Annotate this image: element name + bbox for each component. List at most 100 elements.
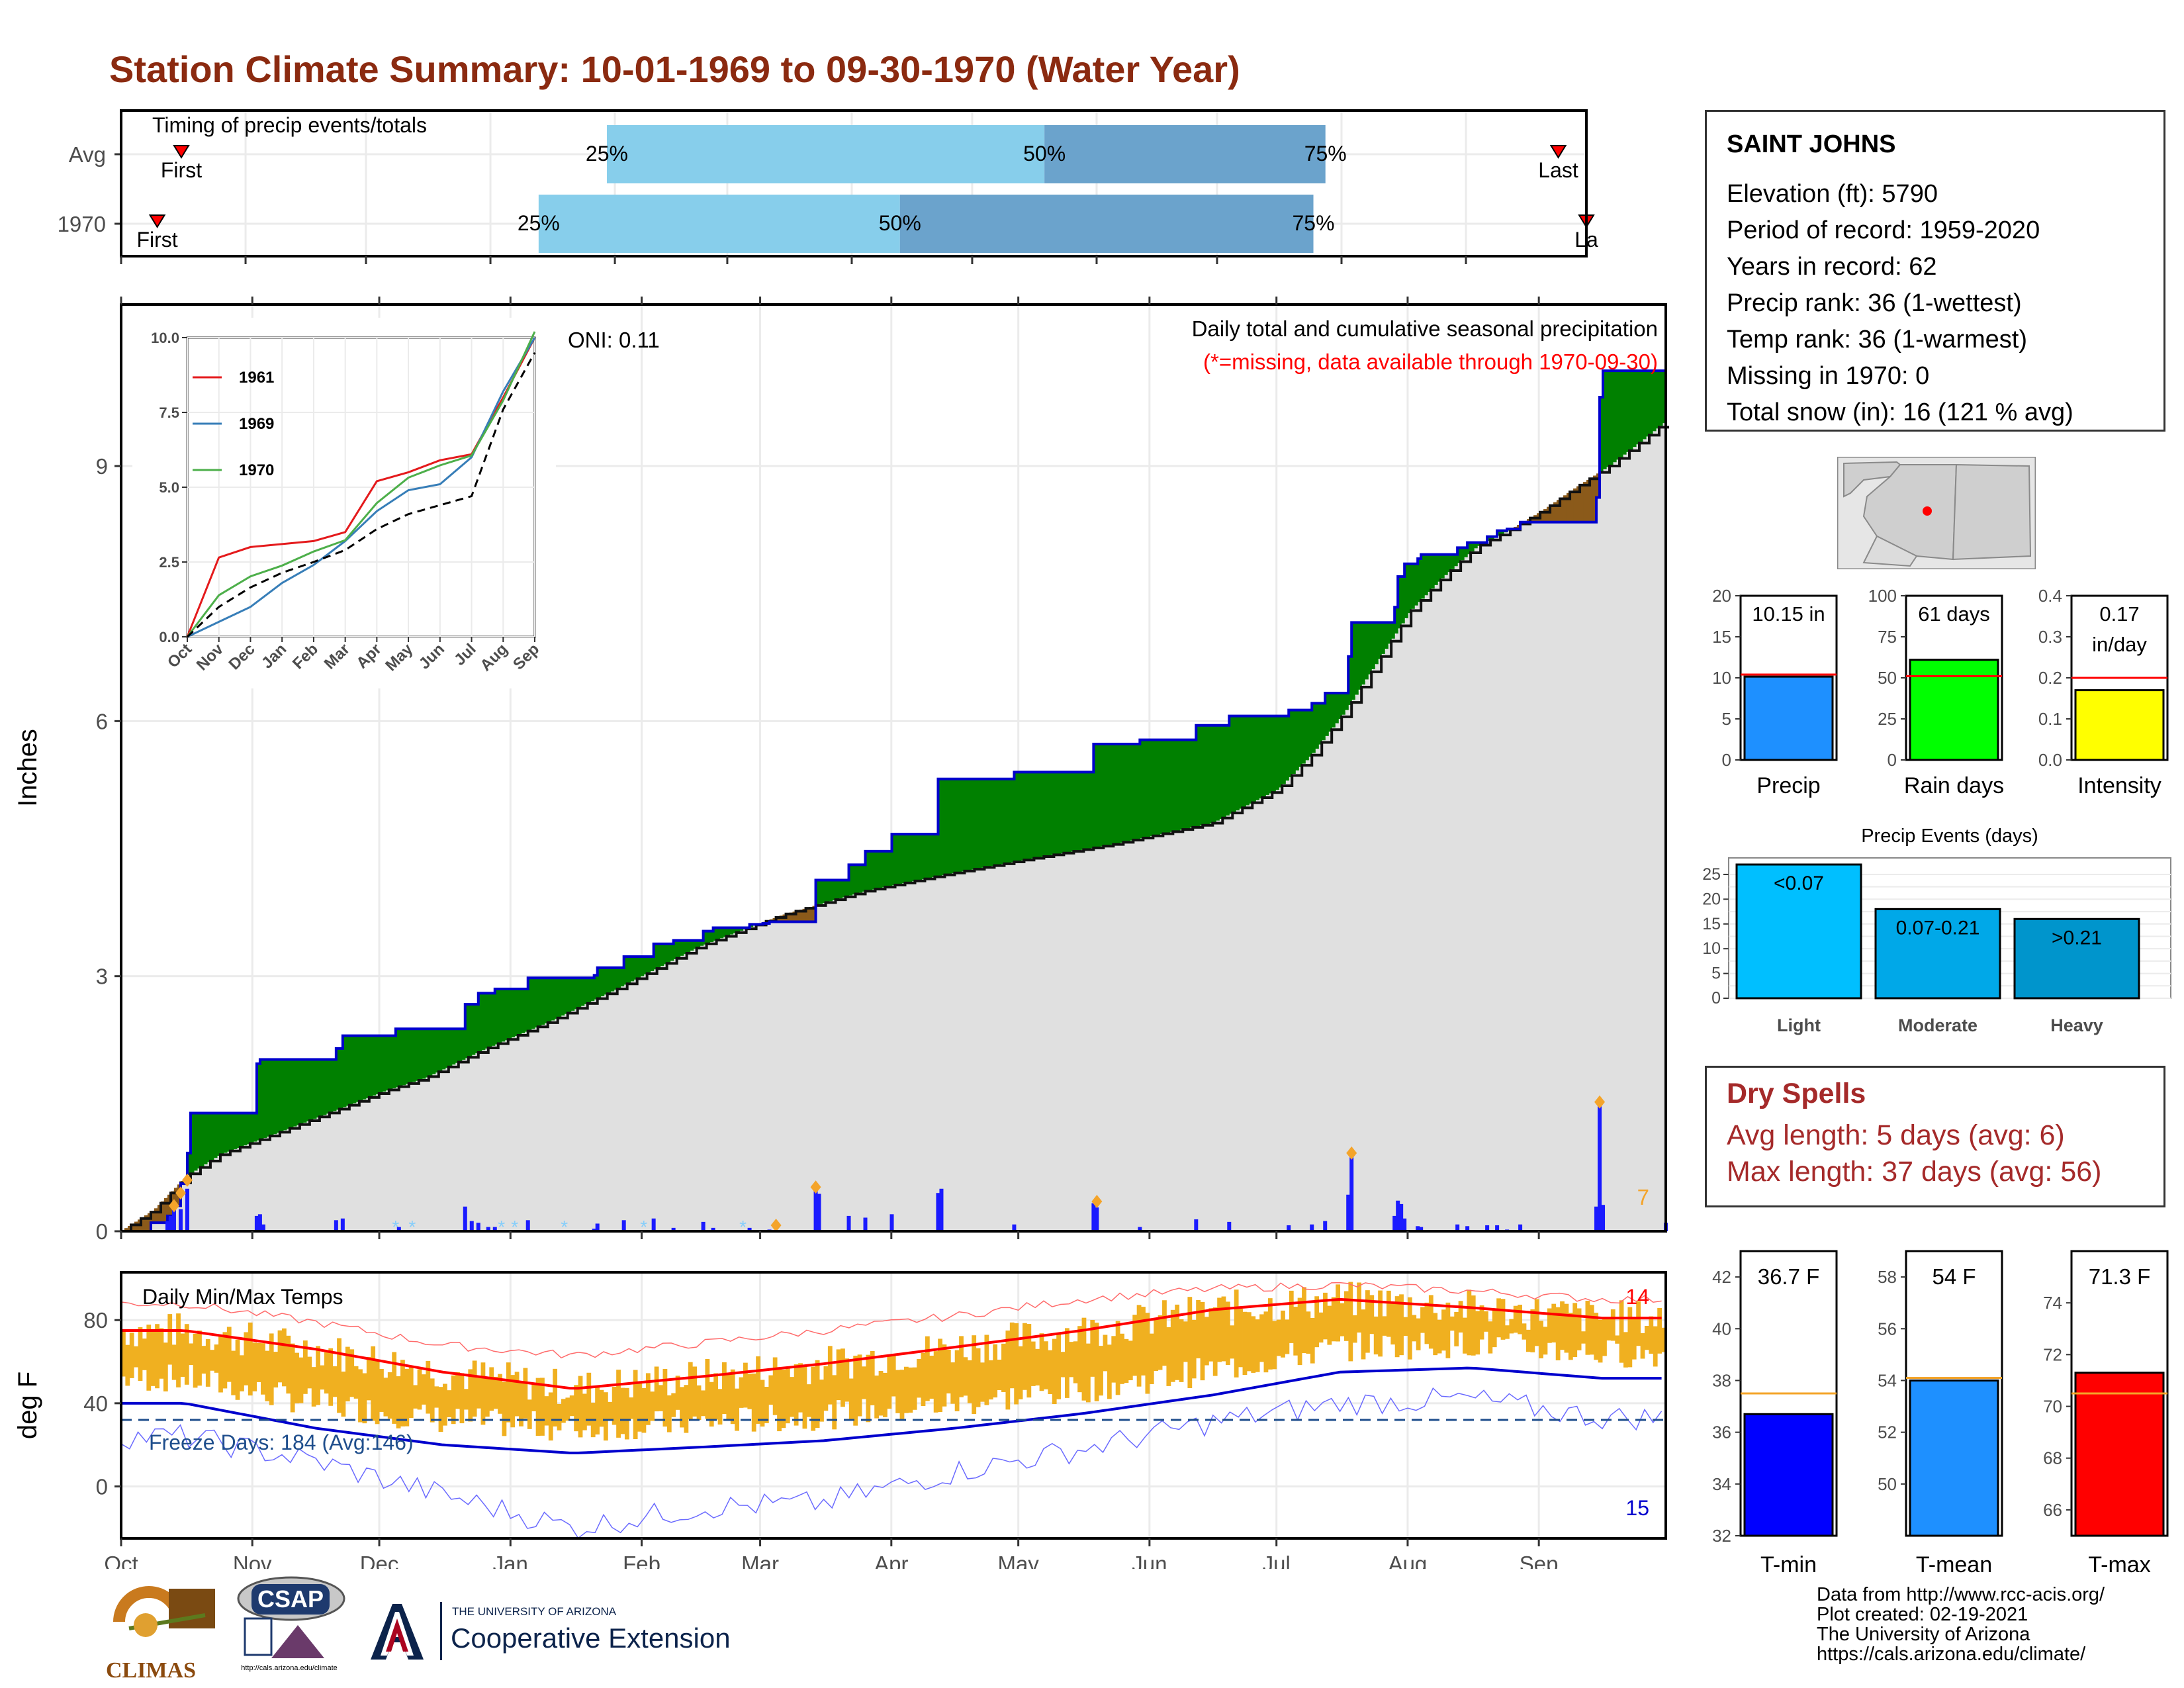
surplus-fill: [1160, 739, 1163, 835]
surplus-fill: [1024, 772, 1028, 860]
surplus-fill: [395, 1029, 400, 1088]
temp-stat-y-tick-label: 40: [1712, 1319, 1731, 1338]
daily-temp-bar: [121, 1331, 126, 1377]
surplus-fill: [848, 865, 853, 896]
surplus-fill: [428, 1029, 433, 1076]
daily-precip-bar: [254, 1215, 259, 1231]
daily-precip-bar: [1465, 1226, 1470, 1231]
daily-temp-bar: [1179, 1319, 1184, 1382]
events-bar-label: <0.07: [1774, 872, 1824, 894]
daily-precip-bar: [171, 1205, 176, 1231]
surplus-fill: [991, 778, 995, 867]
surplus-fill: [1073, 772, 1077, 851]
stat-bar-rain: [1909, 659, 1999, 761]
surplus-fill: [690, 940, 694, 951]
dry-spells-title: Dry Spells: [1727, 1078, 1866, 1109]
surplus-fill: [627, 957, 631, 983]
temp-plot-bg: [121, 1272, 1666, 1538]
daily-temp-bar: [1136, 1305, 1142, 1387]
month-tick-label: Aug: [1388, 1552, 1428, 1569]
surplus-fill: [925, 834, 929, 879]
surplus-fill: [352, 1035, 357, 1103]
daily-temp-bar: [277, 1330, 283, 1383]
daily-temp-bar: [413, 1385, 418, 1409]
timing-q25-label: 25%: [518, 211, 560, 235]
surplus-fill: [825, 880, 830, 902]
stat-bars-panel: 10.15 in 0 5 10 15 20 Precip 61 days 0 25 50 75 100 R…: [1712, 586, 2169, 798]
daily-precip-bar: [165, 1221, 169, 1231]
surplus-fill: [1259, 716, 1263, 799]
daily-temp-bar: [1463, 1317, 1467, 1354]
daily-temp-bar: [1572, 1303, 1578, 1358]
deficit-fill: [1593, 475, 1597, 522]
stat-y-tick-label: 50: [1878, 668, 1897, 688]
surplus-fill: [1007, 778, 1012, 863]
daily-temp-bar: [1272, 1321, 1277, 1370]
temp-y-tick-label: 80: [83, 1308, 108, 1333]
daily-temp-bar: [1636, 1301, 1641, 1346]
surplus-fill: [1179, 739, 1183, 830]
events-bar-label: 0.07-0.21: [1896, 917, 1980, 939]
surplus-fill: [600, 967, 605, 996]
daily-temp-bar: [527, 1399, 532, 1429]
surplus-fill: [412, 1029, 416, 1082]
record-low-count: 15: [1625, 1496, 1649, 1520]
month-tick-label: Dec: [360, 1552, 399, 1569]
surplus-fill: [521, 988, 525, 1033]
daily-temp-bar: [197, 1331, 202, 1386]
surplus-fill: [206, 1113, 211, 1162]
daily-temp-bar: [717, 1389, 723, 1425]
daily-temp-bar: [866, 1354, 871, 1423]
month-tick-label: Jan: [493, 1552, 528, 1569]
daily-temp-bar: [1208, 1308, 1214, 1362]
daily-temp-bar: [645, 1373, 651, 1425]
temp-stat-value-tmean: 54 F: [1932, 1264, 1976, 1289]
daily-temp-bar: [878, 1371, 884, 1416]
daily-temp-bar: [1267, 1298, 1273, 1370]
daily-precip-bar: [651, 1218, 656, 1231]
daily-temp-bar: [980, 1362, 985, 1402]
surplus-fill: [1203, 725, 1206, 825]
daily-temp-bar: [582, 1393, 587, 1430]
surplus-fill: [504, 988, 509, 1041]
temp-panel-border: [120, 1271, 1667, 1540]
deficit-fill: [140, 1217, 145, 1231]
surplus-fill: [815, 880, 820, 906]
surplus-fill: [355, 1035, 360, 1102]
surplus-fill: [276, 1059, 281, 1133]
daily-precip-bar: [396, 1227, 401, 1231]
surplus-fill: [263, 1059, 267, 1138]
temp-stat-y-tick-label: 68: [2043, 1448, 2062, 1468]
surplus-fill: [326, 1059, 330, 1114]
surplus-fill: [987, 778, 992, 867]
surplus-fill: [1093, 744, 1097, 848]
daily-temp-bar: [1048, 1350, 1053, 1395]
surplus-fill: [544, 978, 549, 1023]
surplus-fill: [518, 988, 522, 1035]
surplus-fill: [865, 851, 870, 891]
surplus-fill: [1408, 563, 1412, 614]
deficit-fill: [144, 1215, 148, 1231]
timing-bar-q50-q75: [1044, 125, 1326, 183]
events-category-label: Heavy: [2050, 1015, 2103, 1035]
surplus-fill: [1355, 622, 1359, 695]
daily-precip-bar: [1594, 1206, 1599, 1231]
surplus-fill: [1325, 692, 1329, 736]
surplus-fill: [1428, 554, 1432, 592]
surplus-fill: [299, 1059, 304, 1124]
daily-temp-bar: [722, 1362, 727, 1415]
avg-max-line: [121, 1297, 1662, 1390]
daily-temp-bar: [1555, 1307, 1561, 1361]
inset-y-tick-label: 5.0: [159, 479, 179, 496]
surplus-fill: [508, 988, 512, 1039]
daily-temp-bar: [1581, 1331, 1586, 1344]
stat-value-precip: 10.15 in: [1752, 602, 1825, 626]
surplus-fill: [1421, 554, 1425, 599]
daily-temp-bar: [1263, 1311, 1269, 1373]
timing-row-label: Avg: [69, 142, 106, 167]
surplus-fill: [561, 978, 565, 1016]
daily-temp-bar: [976, 1348, 981, 1407]
daily-temp-bar: [798, 1363, 803, 1413]
stat-bar-precip: [1743, 675, 1834, 761]
daily-temp-bar: [1166, 1327, 1171, 1386]
